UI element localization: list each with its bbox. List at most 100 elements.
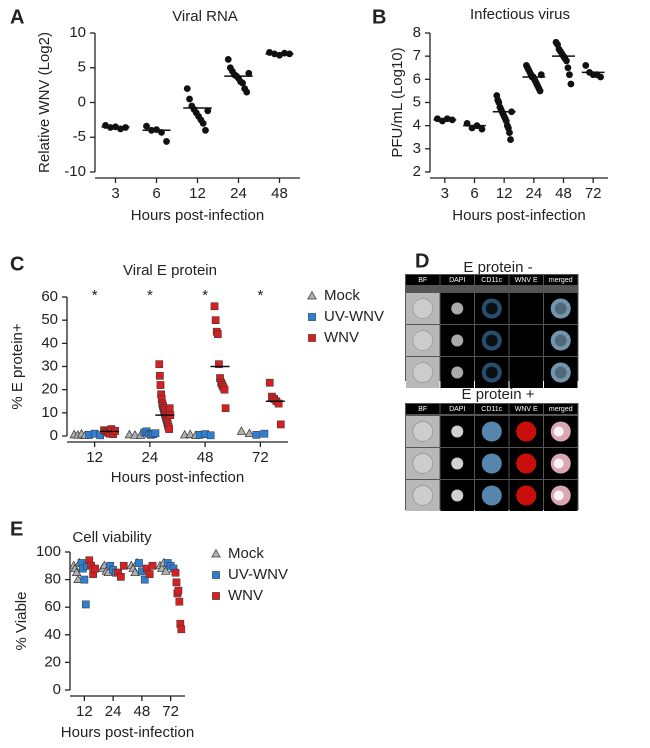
point xyxy=(186,95,193,103)
cell-core xyxy=(485,334,498,347)
y-tick-label: 0 xyxy=(78,93,86,110)
y-tick-label: 80 xyxy=(44,571,61,588)
cell xyxy=(481,421,502,442)
x-tick-label: 48 xyxy=(555,185,572,202)
y-tick-label: 8 xyxy=(413,24,421,41)
legend-marker xyxy=(307,290,317,300)
group-title: E protein + xyxy=(462,386,535,403)
point xyxy=(80,575,89,584)
point xyxy=(204,107,212,115)
x-axis-label: Hours post-infection xyxy=(131,207,264,224)
y-tick-label: 2 xyxy=(413,163,421,180)
header-cell xyxy=(509,275,543,285)
point xyxy=(224,56,232,63)
y-tick-label: 0 xyxy=(50,427,58,444)
header-cell xyxy=(475,404,509,414)
header-cell xyxy=(406,275,440,285)
cell xyxy=(516,421,537,442)
point xyxy=(265,378,274,387)
cell xyxy=(412,298,434,319)
point xyxy=(245,69,253,77)
legend-marker xyxy=(212,571,220,579)
y-tick-label: 40 xyxy=(41,334,58,351)
legend-label: Mock xyxy=(228,545,264,562)
x-tick-label: 72 xyxy=(162,703,179,720)
legend-label: Mock xyxy=(324,287,360,304)
x-tick-label: 24 xyxy=(525,185,542,202)
header-cell xyxy=(406,404,440,414)
point xyxy=(175,597,184,606)
column-header: merged xyxy=(549,406,573,413)
y-tick-label: 6 xyxy=(413,70,421,87)
cell xyxy=(412,421,434,442)
cell-core xyxy=(553,458,564,469)
chart-title: Viral RNA xyxy=(172,8,238,25)
point xyxy=(160,566,171,575)
point xyxy=(210,302,219,311)
y-tick-label: 5 xyxy=(78,59,86,76)
legend-label: UV-WNV xyxy=(324,308,384,325)
y-tick-label: 50 xyxy=(41,311,58,328)
x-tick-label: 48 xyxy=(197,449,214,466)
point xyxy=(156,381,165,389)
y-tick-label: 30 xyxy=(41,357,58,374)
legend-label: WNV xyxy=(324,329,359,346)
cell-core xyxy=(553,490,564,501)
header-cell xyxy=(440,404,474,414)
cell xyxy=(550,330,571,351)
cell xyxy=(412,362,434,383)
point xyxy=(183,85,191,92)
column-header: CD11c xyxy=(481,406,502,413)
cell xyxy=(451,334,464,347)
x-tick-label: 12 xyxy=(189,185,206,202)
cell xyxy=(412,330,434,351)
cell xyxy=(516,298,537,319)
point xyxy=(177,625,186,634)
point xyxy=(73,574,83,583)
point xyxy=(274,399,283,408)
point xyxy=(71,567,82,577)
x-tick-label: 72 xyxy=(252,449,269,466)
cell-core xyxy=(485,302,498,315)
header-cell xyxy=(440,275,474,285)
point xyxy=(243,88,251,96)
column-header: DAPI xyxy=(449,406,465,413)
panel-label: D xyxy=(415,250,429,272)
annotation: * xyxy=(147,287,153,304)
point xyxy=(582,62,590,69)
cell xyxy=(516,362,537,383)
cell xyxy=(412,453,434,474)
y-axis-label: PFU/mL (Log10) xyxy=(389,47,406,157)
column-header: DAPI xyxy=(449,277,465,284)
legend-marker xyxy=(308,334,316,342)
cell xyxy=(481,485,502,506)
cell xyxy=(451,302,464,315)
x-tick-label: 12 xyxy=(86,449,103,466)
column-header: BF xyxy=(418,406,427,413)
y-axis-label: % E protein+ xyxy=(9,323,26,410)
y-tick-label: 20 xyxy=(41,381,58,398)
x-axis-label: Hours post-infection xyxy=(61,724,194,741)
column-header: BF xyxy=(418,277,427,284)
cell-core xyxy=(554,366,567,379)
chart-title: Cell viability xyxy=(72,529,152,546)
y-tick-label: -10 xyxy=(64,163,86,180)
cell xyxy=(451,489,464,502)
point xyxy=(130,430,140,439)
point xyxy=(91,564,99,573)
point xyxy=(165,404,174,413)
point xyxy=(172,578,181,587)
point xyxy=(220,385,229,394)
cell xyxy=(516,453,537,474)
x-tick-label: 12 xyxy=(76,703,93,720)
point xyxy=(81,600,90,609)
x-axis-label: Hours post-infection xyxy=(111,469,244,486)
column-header: WNV E xyxy=(515,277,538,284)
point xyxy=(244,428,255,438)
cell xyxy=(451,457,464,470)
y-tick-label: 4 xyxy=(413,117,421,134)
legend-marker xyxy=(211,548,221,558)
point xyxy=(563,57,570,65)
x-tick-label: 6 xyxy=(470,185,478,202)
